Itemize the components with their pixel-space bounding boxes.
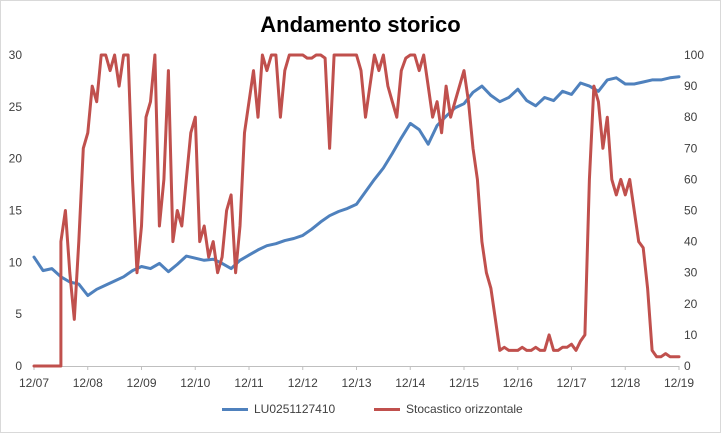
y-right-tick-label: 10 <box>684 328 698 342</box>
y-left-tick-label: 20 <box>9 152 23 166</box>
y-right-tick-label: 70 <box>684 141 698 155</box>
chart-title: Andamento storico <box>260 12 461 37</box>
x-tick-label: 12/07 <box>19 376 49 390</box>
y-right-tick-label: 50 <box>684 204 698 218</box>
y-right-tick-label: 40 <box>684 235 698 249</box>
x-tick-label: 12/17 <box>556 376 586 390</box>
x-tick-label: 12/15 <box>449 376 479 390</box>
y-right-tick-label: 60 <box>684 172 698 186</box>
legend-swatch-series-1 <box>222 407 248 411</box>
y-right-tick-label: 100 <box>684 48 704 62</box>
y-left-tick-label: 30 <box>9 48 23 62</box>
legend-item-series-1: LU0251127410 <box>222 402 335 416</box>
chart-series-layer <box>32 53 681 368</box>
y-right-tick-label: 90 <box>684 79 698 93</box>
x-tick-label: 12/08 <box>73 376 103 390</box>
x-tick-label: 12/16 <box>503 376 533 390</box>
x-tick-label: 12/13 <box>341 376 371 390</box>
y-left-tick-label: 15 <box>9 204 23 218</box>
y-right-tick-label: 30 <box>684 266 698 280</box>
legend-swatch-series-2 <box>374 407 400 411</box>
x-tick-label: 12/09 <box>126 376 156 390</box>
legend-label-series-2: Stocastico orizzontale <box>406 402 523 416</box>
x-tick-label: 12/19 <box>664 376 694 390</box>
series-line-2 <box>32 53 681 368</box>
legend-label-series-1: LU0251127410 <box>254 402 336 416</box>
y-right-tick-label: 20 <box>684 297 698 311</box>
y-left-tick-label: 10 <box>9 255 23 269</box>
y-left-tick-label: 5 <box>15 307 22 321</box>
x-tick-label: 12/11 <box>234 376 263 390</box>
series-line-1 <box>32 75 681 297</box>
chart-axes: 12/07 12/08 12/09 12/10 12/11 12/12 12/13 12/14… <box>9 48 705 390</box>
legend-item-series-2: Stocastico orizzontale <box>374 402 523 416</box>
y-right-tick-label: 0 <box>684 359 691 373</box>
x-tick-label: 12/14 <box>395 376 425 390</box>
x-tick-label: 12/10 <box>180 376 210 390</box>
x-tick-label: 12/12 <box>288 376 318 390</box>
x-tick-label: 12/18 <box>610 376 640 390</box>
y-right-tick-label: 80 <box>684 110 698 124</box>
chart-legend: LU0251127410 Stocastico orizzontale <box>0 402 721 420</box>
y-left-tick-label: 25 <box>9 100 23 114</box>
y-left-tick-label: 0 <box>15 359 22 373</box>
